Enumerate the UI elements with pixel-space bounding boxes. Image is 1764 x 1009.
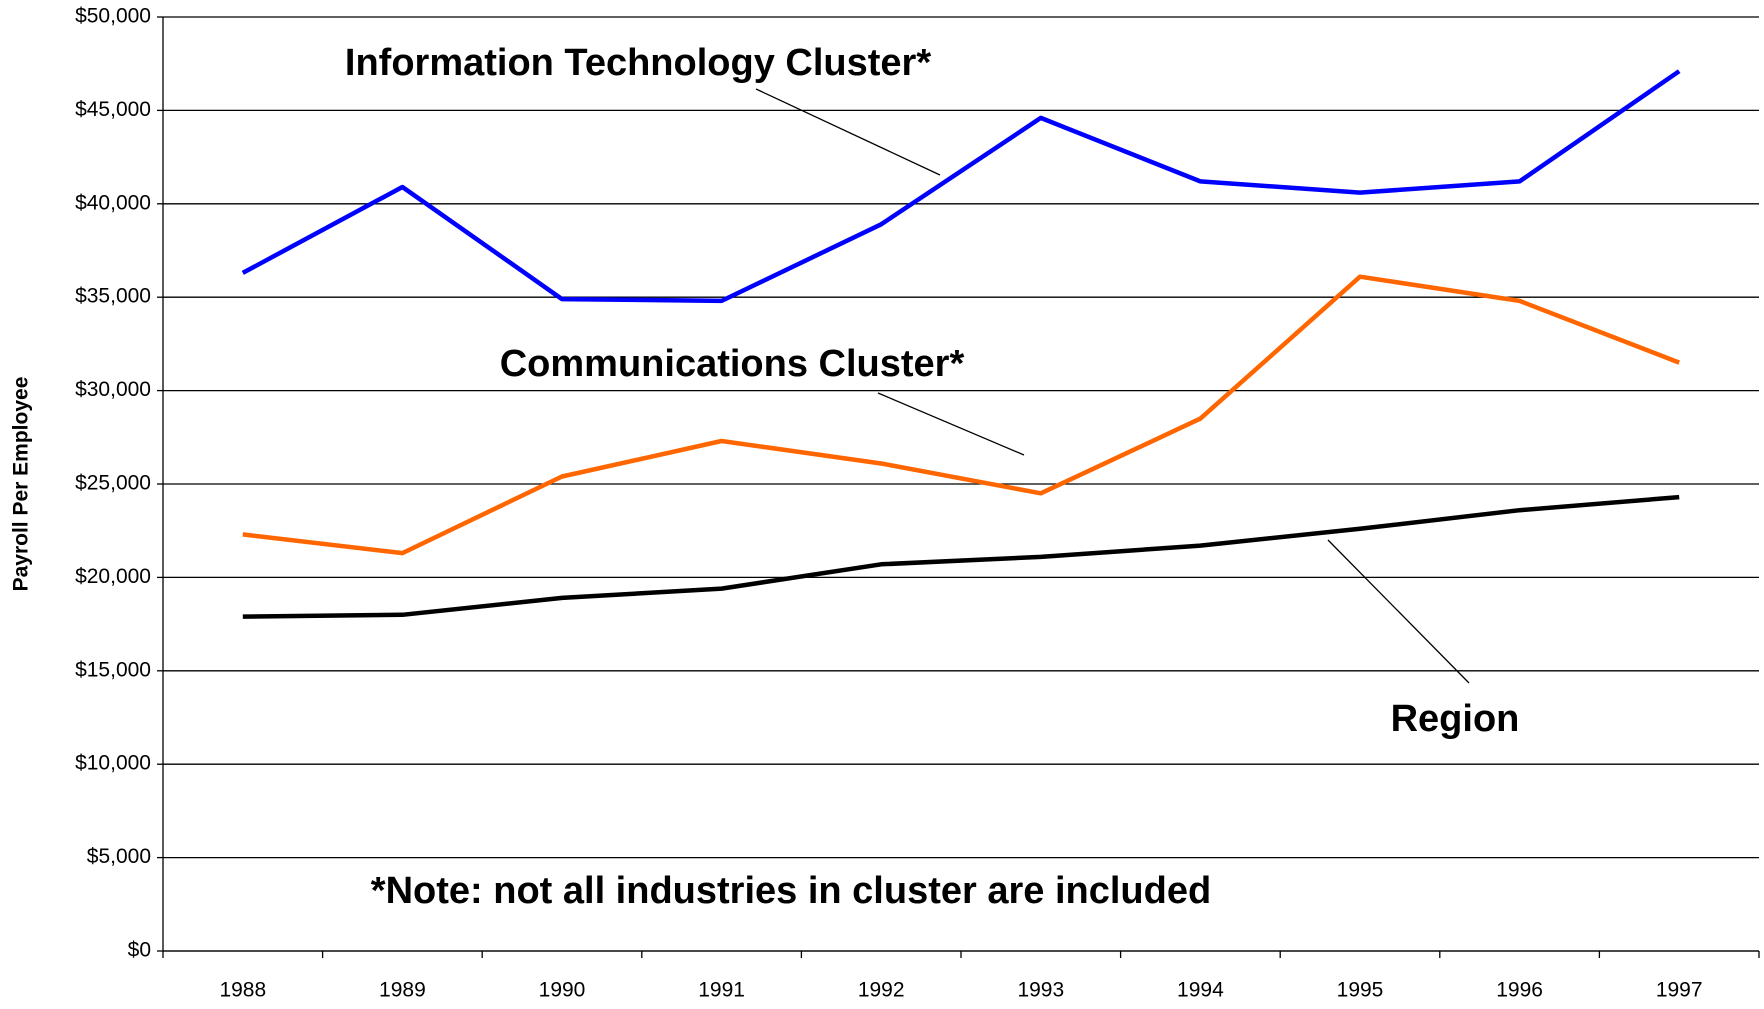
y-tick-label: $25,000 [75,472,151,495]
x-tick-label: 1997 [1656,979,1703,1002]
y-axis-label: Payroll Per Employee [10,377,33,592]
x-tick-label: 1992 [858,979,905,1002]
y-tick-label: $20,000 [75,565,151,588]
series-label: Region [1391,698,1520,740]
x-tick-label: 1990 [539,979,586,1002]
leader-line [755,88,941,176]
x-tick-label: 1994 [1177,979,1224,1002]
annotation: *Note: not all industries in cluster are… [371,870,1211,912]
series-line [242,274,1681,556]
x-tick-label: 1991 [698,979,745,1002]
x-tick-label: 1995 [1337,979,1384,1002]
x-tick-label: 1996 [1496,979,1543,1002]
y-tick-label: $15,000 [75,658,151,681]
y-tick-label: $45,000 [75,98,151,121]
y-tick-label: $50,000 [75,5,151,28]
x-tick-label: 1993 [1017,979,1064,1002]
series-label: Information Technology Cluster* [345,42,931,84]
y-tick-label: $0 [128,939,151,962]
x-tick-label: 1989 [379,979,426,1002]
leader-line [877,392,1025,456]
y-tick-label: $5,000 [87,845,151,868]
series-line [242,494,1680,619]
y-tick-label: $35,000 [75,285,151,308]
x-tick-label: 1988 [219,979,266,1002]
series-label: Communications Cluster* [500,343,965,385]
y-tick-label: $40,000 [75,191,151,214]
leader-line [1327,539,1470,684]
series-line [241,69,1681,304]
y-tick-label: $30,000 [75,378,151,401]
y-tick-label: $10,000 [75,752,151,775]
